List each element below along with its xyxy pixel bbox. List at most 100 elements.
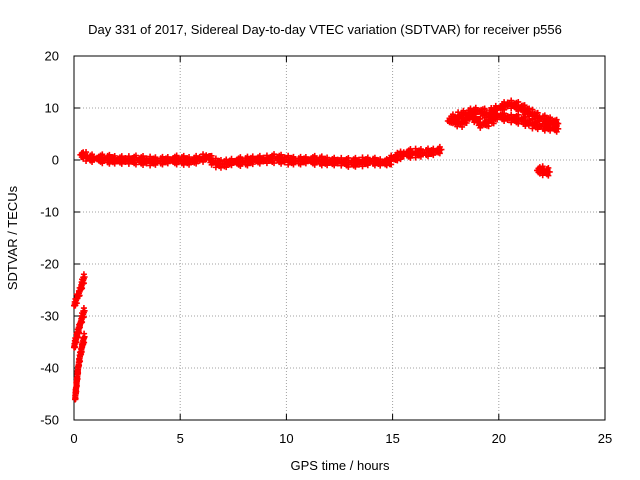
data-point — [547, 121, 554, 128]
data-point — [515, 120, 522, 127]
data-point — [223, 164, 230, 171]
data-point — [364, 162, 371, 169]
data-point — [212, 155, 219, 162]
data-point — [249, 153, 256, 160]
data-point — [80, 280, 87, 287]
data-point — [494, 116, 501, 123]
data-point — [200, 158, 207, 165]
data-point — [425, 153, 431, 160]
data-point — [345, 154, 352, 161]
data-point — [529, 106, 536, 113]
data-point — [244, 162, 251, 169]
data-point — [383, 155, 390, 162]
data-point — [152, 161, 159, 168]
data-point — [99, 160, 106, 167]
x-tick-label: 20 — [492, 431, 506, 446]
data-point — [412, 145, 419, 152]
data-point — [477, 124, 484, 131]
data-point — [99, 151, 106, 158]
x-tick-label: 25 — [598, 431, 612, 446]
y-tick-label: 0 — [52, 153, 59, 168]
data-point — [132, 152, 139, 159]
data-point — [541, 112, 548, 119]
data-point — [345, 163, 352, 170]
data-point — [352, 163, 359, 170]
data-point — [318, 153, 325, 160]
plot-frame — [73, 55, 606, 421]
data-point — [256, 160, 263, 167]
data-point — [140, 153, 147, 160]
data-point — [256, 152, 263, 159]
data-point — [249, 161, 256, 168]
data-point — [397, 156, 404, 163]
data-point — [485, 123, 492, 130]
data-point — [302, 153, 309, 160]
data-point — [371, 154, 378, 161]
data-point — [118, 153, 125, 160]
data-point — [217, 164, 224, 171]
x-axis-label: GPS time / hours — [291, 458, 390, 473]
data-point — [555, 125, 562, 132]
data-point — [521, 102, 528, 109]
data-point — [324, 154, 331, 161]
data-point — [147, 162, 154, 169]
data-point — [186, 154, 193, 161]
data-point — [263, 160, 270, 167]
data-point — [118, 160, 125, 167]
data-point — [536, 164, 543, 171]
data-point — [331, 162, 338, 169]
data-point — [331, 154, 338, 161]
data-point — [173, 161, 180, 168]
data-point — [193, 160, 200, 167]
data-point — [302, 160, 309, 167]
x-tick-label: 5 — [177, 431, 184, 446]
data-point — [430, 152, 437, 159]
data-point — [388, 161, 395, 168]
y-tick-labels: -50 -40 -30 -20 -10 0 10 20 — [40, 49, 59, 428]
data-point — [547, 114, 554, 121]
data-point — [481, 105, 488, 112]
data-point — [152, 154, 159, 161]
data-point — [515, 111, 522, 118]
x-tick-labels: 0 5 10 15 20 25 — [70, 431, 612, 446]
tick-marks — [73, 55, 606, 421]
data-point — [417, 146, 424, 153]
y-tick-label: -40 — [40, 361, 59, 376]
data-point — [545, 172, 552, 179]
data-point — [164, 153, 171, 160]
data-point — [490, 120, 497, 127]
data-point — [534, 118, 541, 125]
y-tick-label: -30 — [40, 309, 59, 324]
data-point — [132, 161, 139, 168]
data-point — [80, 314, 87, 321]
data-point — [125, 153, 132, 160]
data-point — [352, 154, 359, 161]
data-point — [553, 116, 560, 123]
data-point — [271, 151, 278, 158]
data-point — [534, 109, 541, 116]
x-tick-label: 15 — [385, 431, 399, 446]
data-point — [436, 150, 443, 157]
data-point — [111, 160, 118, 167]
data-point — [311, 161, 318, 168]
data-point — [522, 114, 529, 121]
data-point — [290, 153, 297, 160]
data-point — [541, 119, 548, 126]
data-point — [539, 163, 546, 170]
chart-title: Day 331 of 2017, Sidereal Day-to-day VTE… — [88, 22, 562, 37]
y-tick-label: -50 — [40, 413, 59, 428]
data-point — [79, 285, 86, 292]
data-point — [417, 153, 424, 160]
data-point — [545, 164, 552, 171]
data-point — [237, 154, 244, 161]
data-point — [278, 151, 285, 158]
data-point — [394, 149, 401, 156]
x-tick-label: 0 — [70, 431, 77, 446]
data-point — [324, 162, 331, 169]
data-point — [89, 151, 96, 158]
data-point — [546, 168, 553, 175]
data-point — [74, 334, 81, 341]
data-point — [377, 156, 384, 163]
y-tick-label: -10 — [40, 205, 59, 220]
